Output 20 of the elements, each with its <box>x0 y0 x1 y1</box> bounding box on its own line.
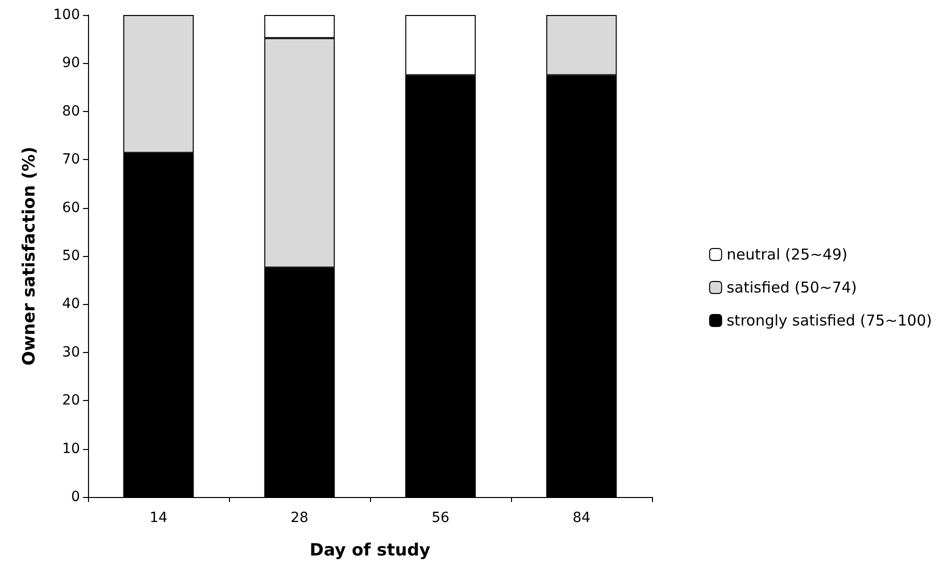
y-tick-label: 20 <box>62 392 80 409</box>
y-tick-label: 0 <box>71 489 80 505</box>
x-tick-label: 84 <box>572 510 590 526</box>
y-tick-label: 70 <box>62 152 80 168</box>
legend-label: strongly satisfied (75~100) <box>726 312 932 330</box>
x-tick-label: 56 <box>432 510 450 526</box>
y-tick-label: 40 <box>62 296 80 312</box>
x-tick-label: 28 <box>290 510 308 526</box>
y-tick-label: 50 <box>62 248 80 264</box>
y-tick-label: 90 <box>62 55 80 72</box>
x-axis-title: Day of study <box>310 540 430 560</box>
y-tick-label: 80 <box>62 103 80 120</box>
legend-label: neutral (25~49) <box>726 246 848 264</box>
x-tick-label: 14 <box>150 510 168 526</box>
y-tick-label: 100 <box>53 7 80 23</box>
y-tick-label: 10 <box>62 440 80 457</box>
y-axis-title: Owner satisfaction (%) <box>20 146 40 366</box>
legend-label: satisfied (50~74) <box>726 278 857 296</box>
y-tick-label: 60 <box>62 200 80 216</box>
y-tick-label: 30 <box>62 344 80 360</box>
